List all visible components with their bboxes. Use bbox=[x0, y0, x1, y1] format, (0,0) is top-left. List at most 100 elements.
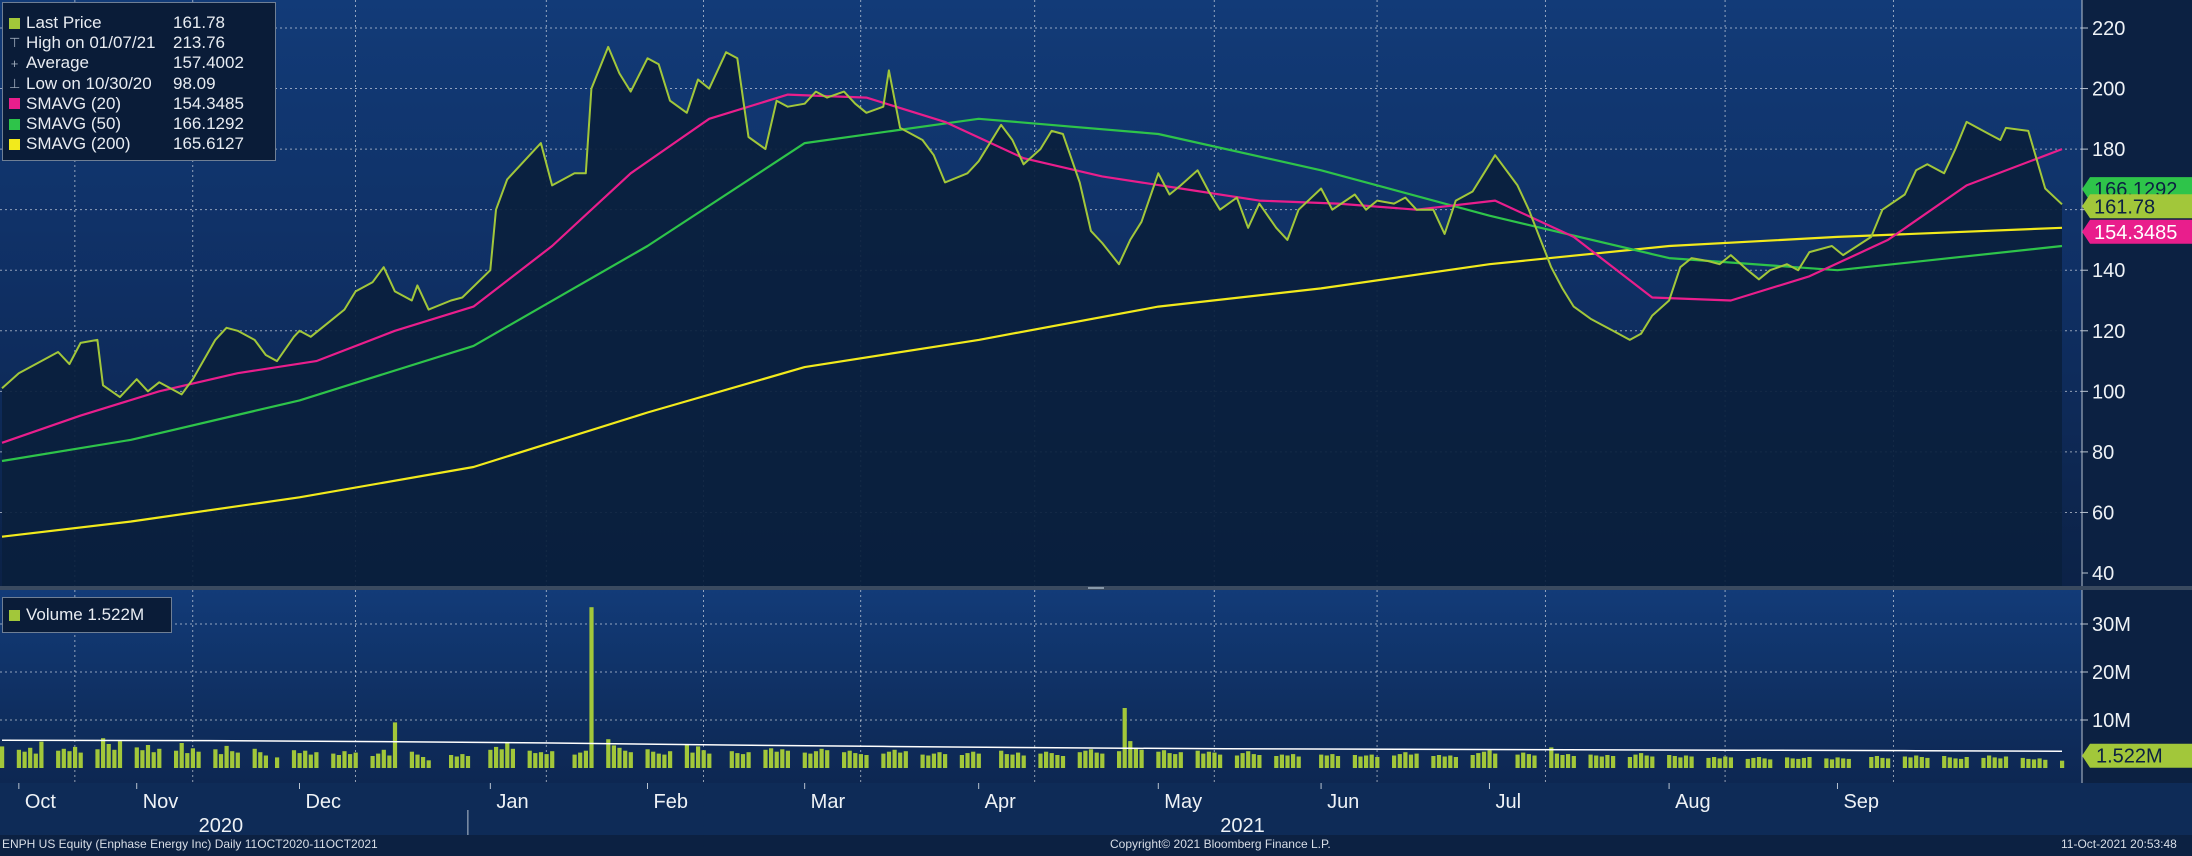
legend-row[interactable]: SMAVG (50) 166.1292 bbox=[9, 114, 269, 134]
volume-legend[interactable]: Volume 1.522M bbox=[2, 597, 172, 633]
volume-bar bbox=[1672, 756, 1677, 768]
volume-bar bbox=[1880, 757, 1885, 768]
volume-bar bbox=[1139, 749, 1144, 768]
volume-legend-label: Volume 1.522M bbox=[26, 605, 145, 624]
volume-bar bbox=[1049, 753, 1054, 768]
volume-bar bbox=[1605, 755, 1610, 768]
legend-row[interactable]: ⊥ Low on 10/30/20 98.09 bbox=[9, 74, 269, 94]
volume-bar bbox=[965, 753, 970, 768]
legend-label: SMAVG (20) bbox=[26, 93, 122, 113]
volume-bar bbox=[1004, 754, 1009, 768]
volume-bar bbox=[943, 754, 948, 768]
volume-bar bbox=[1319, 754, 1324, 768]
volume-bar bbox=[1234, 755, 1240, 768]
volume-legend-swatch bbox=[9, 609, 20, 621]
legend-row[interactable]: + Average 157.4002 bbox=[9, 53, 269, 73]
volume-bar bbox=[426, 760, 431, 768]
volume-bar bbox=[606, 739, 611, 768]
volume-bar bbox=[1442, 756, 1447, 768]
volume-bar bbox=[1436, 755, 1442, 768]
volume-bar bbox=[190, 748, 195, 768]
sma200-line bbox=[1, 226, 2063, 538]
volume-bar bbox=[1667, 755, 1672, 768]
volume-bar bbox=[729, 751, 734, 768]
month-label: Feb bbox=[654, 791, 688, 813]
volume-bar bbox=[185, 753, 190, 768]
volume-bar bbox=[2026, 758, 2031, 768]
volume-bar bbox=[1756, 757, 1762, 768]
volume-bar bbox=[1088, 749, 1094, 768]
volume-bar bbox=[409, 751, 414, 768]
volume-bar bbox=[1128, 741, 1133, 768]
volume-bar bbox=[488, 749, 493, 768]
volume-bar bbox=[499, 749, 504, 768]
volume-bar bbox=[1644, 755, 1649, 768]
volume-bar bbox=[1824, 758, 1829, 768]
volume-bar bbox=[1335, 756, 1341, 768]
volume-bar bbox=[1807, 757, 1812, 768]
volume-bar bbox=[1133, 747, 1138, 768]
volume-bar bbox=[353, 752, 358, 768]
volume-bar bbox=[2043, 759, 2048, 768]
volume-bar bbox=[1178, 752, 1183, 768]
volume-bar bbox=[853, 753, 858, 768]
legend-row[interactable]: SMAVG (20) 154.3485 bbox=[9, 94, 269, 114]
volume-bar bbox=[2060, 760, 2065, 768]
volume-bar bbox=[1992, 757, 1997, 768]
panel-separator-handle[interactable] bbox=[1088, 587, 1104, 589]
volume-bar bbox=[303, 750, 308, 768]
volume-bar bbox=[740, 754, 746, 768]
volume-bar bbox=[1117, 751, 1122, 768]
price-lines bbox=[1, 45, 2063, 538]
volume-bar bbox=[387, 755, 392, 768]
volume-bar bbox=[1403, 752, 1408, 768]
volume-bar bbox=[140, 750, 145, 768]
volume-bar bbox=[1639, 753, 1644, 768]
volume-bar bbox=[1021, 755, 1026, 768]
volume-bar bbox=[589, 607, 594, 768]
price-tick-label: 200 bbox=[2092, 79, 2125, 101]
volume-bar bbox=[1206, 751, 1211, 768]
legend-row[interactable]: ⊤ High on 01/07/21 213.76 bbox=[9, 33, 269, 53]
volume-bar bbox=[538, 752, 544, 768]
legend-row[interactable]: Last Price 161.78 bbox=[9, 13, 269, 33]
price-area-fill bbox=[2, 46, 2062, 586]
price-legend[interactable]: Last Price 161.78 ⊤ High on 01/07/21 213.76 +… bbox=[2, 2, 276, 162]
volume-bar bbox=[1515, 754, 1520, 768]
volume-bar bbox=[2037, 758, 2042, 768]
volume-bar bbox=[1549, 747, 1554, 768]
volume-bar bbox=[628, 752, 633, 768]
volume-bar bbox=[1874, 756, 1879, 768]
volume-bar bbox=[999, 750, 1004, 768]
volume-bar bbox=[95, 749, 100, 768]
volume-bar bbox=[336, 755, 341, 768]
volume-bar bbox=[174, 750, 179, 768]
last-price-area bbox=[2, 46, 2062, 586]
volume-bar bbox=[808, 753, 813, 768]
volume-y-axis: 10M 20M 30M bbox=[2082, 614, 2131, 732]
volume-bar bbox=[275, 757, 280, 768]
volume-bar bbox=[1964, 757, 1969, 768]
volume-bar bbox=[33, 753, 38, 768]
legend-value: 154.3485 bbox=[173, 93, 244, 113]
volume-bar bbox=[1790, 758, 1795, 768]
volume-bar bbox=[1291, 754, 1296, 768]
volume-bar bbox=[263, 755, 268, 768]
volume-bar bbox=[1246, 751, 1251, 768]
volume-bar bbox=[774, 751, 779, 768]
volume-bar bbox=[2020, 757, 2025, 768]
volume-bar bbox=[971, 751, 976, 768]
volume-bar bbox=[578, 752, 583, 768]
legend-row[interactable]: SMAVG (200) 165.6127 bbox=[9, 134, 269, 154]
legend-value: 157.4002 bbox=[173, 53, 244, 73]
price-tick-label: 80 bbox=[2092, 442, 2114, 464]
volume-bar bbox=[847, 750, 852, 768]
volume-bar bbox=[1594, 755, 1599, 768]
volume-bar bbox=[460, 754, 465, 768]
volume-bar bbox=[1470, 755, 1475, 768]
volume-bar bbox=[1902, 756, 1907, 768]
volume-bar bbox=[348, 754, 353, 768]
volume-bar bbox=[1706, 757, 1711, 768]
volume-bar bbox=[392, 722, 398, 768]
price-value-tag-text: 154.3485 bbox=[2094, 222, 2177, 244]
